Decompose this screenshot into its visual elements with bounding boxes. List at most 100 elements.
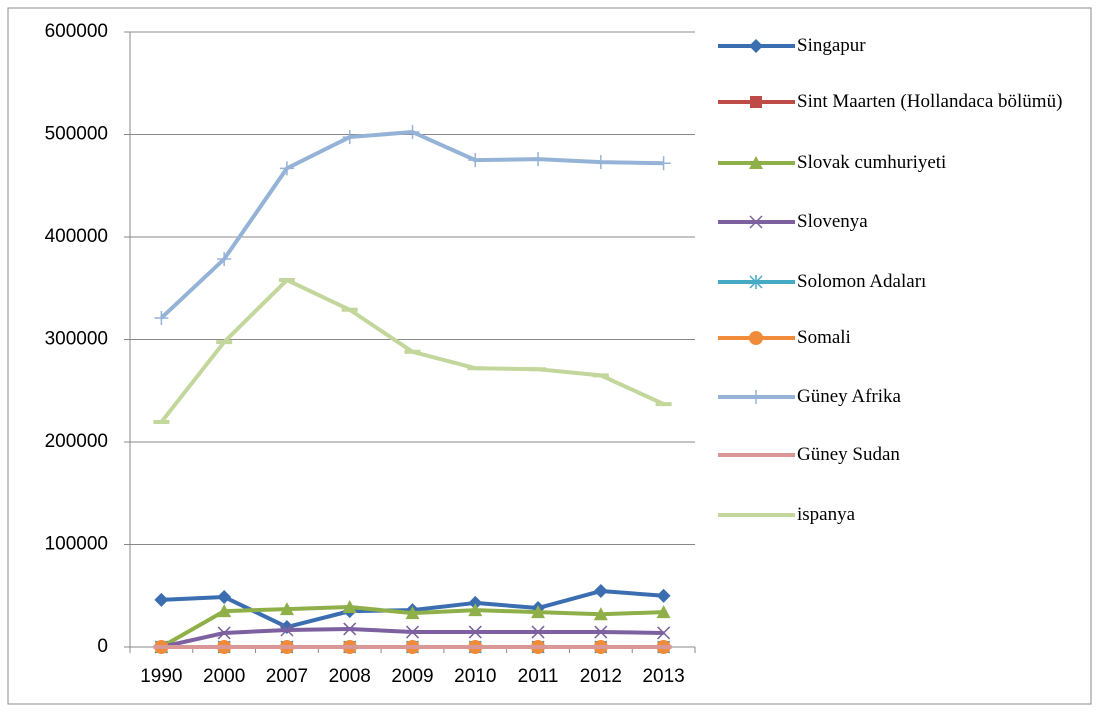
marker-shape <box>405 625 420 639</box>
marker-shape <box>217 589 232 604</box>
x-tick-label: 2007 <box>266 666 308 687</box>
marker <box>468 603 483 617</box>
marker <box>405 606 420 620</box>
marker <box>342 130 357 145</box>
y-tick-label: 300000 <box>45 329 108 350</box>
marker <box>749 156 763 169</box>
marker-shape <box>750 96 762 108</box>
legend-label: Somali <box>797 327 851 348</box>
marker-shape <box>593 584 608 599</box>
marker <box>593 155 608 170</box>
marker <box>405 125 420 140</box>
series-line <box>160 130 664 320</box>
marker-shape <box>749 39 763 53</box>
marker-shape <box>468 603 483 617</box>
x-tick-label: 1990 <box>140 666 182 687</box>
x-tick-label: 2012 <box>580 666 622 687</box>
marker-shape <box>749 331 763 345</box>
x-tick-label: 2000 <box>203 666 245 687</box>
marker-shape <box>468 153 483 168</box>
marker <box>657 626 671 640</box>
marker-shape <box>749 390 763 404</box>
legend-label: Güney Sudan <box>797 444 900 465</box>
marker <box>343 622 357 636</box>
marker-shape <box>656 156 671 171</box>
marker-shape <box>468 595 483 610</box>
marker-shape <box>593 155 608 170</box>
marker <box>749 215 763 229</box>
marker-shape <box>749 156 763 169</box>
marker-shape <box>593 607 608 621</box>
marker-shape <box>594 625 608 639</box>
y-tick-label: 500000 <box>45 124 108 145</box>
marker <box>468 595 483 610</box>
marker-shape <box>405 125 420 140</box>
marker <box>279 602 294 616</box>
marker-shape <box>531 625 545 639</box>
marker <box>468 625 482 639</box>
legend-label: Slovak cumhuriyeti <box>797 152 947 173</box>
marker-shape <box>342 600 357 614</box>
marker <box>656 588 671 603</box>
marker <box>750 96 762 108</box>
marker-shape <box>217 604 232 618</box>
marker-shape <box>656 605 671 619</box>
marker <box>405 625 420 639</box>
marker-shape <box>531 605 546 619</box>
marker-shape <box>531 152 546 167</box>
marker <box>531 625 545 639</box>
marker-shape <box>749 215 763 229</box>
marker <box>217 589 232 604</box>
marker <box>468 153 483 168</box>
marker <box>594 625 608 639</box>
legend-label: ispanya <box>797 504 856 525</box>
marker <box>154 592 169 607</box>
marker-shape <box>405 606 420 620</box>
marker-shape <box>154 310 169 325</box>
marker <box>656 156 671 171</box>
x-tick-label: 2010 <box>454 666 496 687</box>
y-tick-label: 400000 <box>45 226 108 247</box>
marker <box>749 331 763 345</box>
legend-label: Sint Maarten (Hollandaca bölümü) <box>797 91 1063 112</box>
marker <box>217 626 231 640</box>
marker <box>531 605 546 619</box>
y-tick-label: 600000 <box>45 21 108 42</box>
marker-shape <box>154 592 169 607</box>
marker-shape <box>343 622 357 636</box>
marker <box>749 39 763 53</box>
marker-shape <box>217 252 232 267</box>
x-tick-label: 2011 <box>518 666 559 687</box>
y-tick-label: 100000 <box>45 534 108 555</box>
marker <box>749 275 763 289</box>
legend-label: Slovenya <box>797 211 868 232</box>
legend-label: Solomon Adaları <box>797 271 927 292</box>
marker <box>593 607 608 621</box>
marker-shape <box>749 275 763 289</box>
marker <box>656 605 671 619</box>
marker-shape <box>656 588 671 603</box>
legend-label: Singapur <box>797 35 866 56</box>
marker <box>342 600 357 614</box>
marker-shape <box>342 130 357 145</box>
chart-border <box>7 7 1092 705</box>
marker-shape <box>217 626 231 640</box>
y-tick-label: 0 <box>97 636 108 657</box>
marker <box>217 252 232 267</box>
marker <box>531 152 546 167</box>
marker <box>279 161 294 176</box>
marker-shape <box>468 625 482 639</box>
marker-shape <box>279 602 294 616</box>
marker-shape <box>657 626 671 640</box>
marker <box>749 390 763 404</box>
marker <box>593 584 608 599</box>
marker <box>280 623 294 637</box>
x-tick-label: 2013 <box>642 666 684 687</box>
legend-label: Güney Afrika <box>797 386 901 407</box>
marker <box>154 310 169 325</box>
x-tick-label: 2009 <box>391 666 433 687</box>
marker-shape <box>279 161 294 176</box>
y-tick-label: 200000 <box>45 431 108 452</box>
